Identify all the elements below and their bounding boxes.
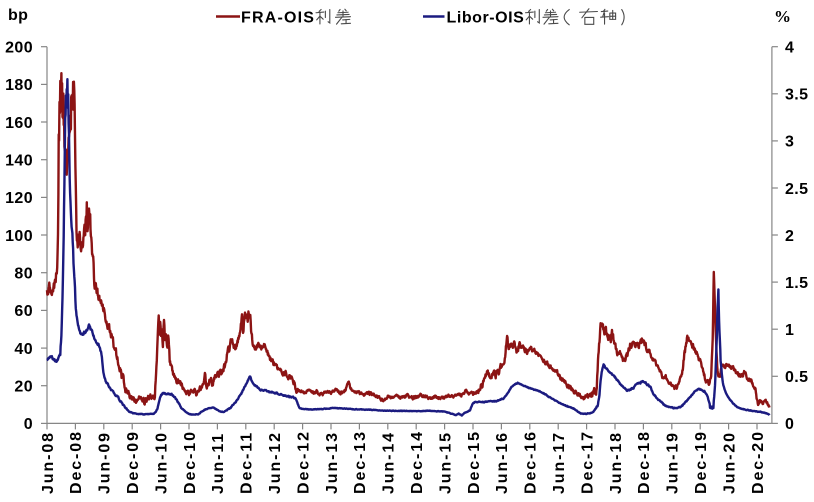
svg-text:Dec-12: Dec-12 [295,430,312,494]
svg-text:%: % [774,7,791,26]
svg-text:40: 40 [14,341,33,358]
svg-text:80: 80 [14,266,33,283]
svg-text:Dec-15: Dec-15 [466,430,483,494]
svg-text:Jun-20: Jun-20 [721,431,738,494]
svg-text:Dec-19: Dec-19 [693,430,710,494]
svg-text:Dec-13: Dec-13 [352,430,369,494]
svg-text:100: 100 [5,228,33,245]
svg-text:Dec-14: Dec-14 [409,430,426,494]
svg-text:200: 200 [5,40,33,57]
svg-text:3: 3 [785,134,794,151]
svg-text:1.5: 1.5 [785,275,808,292]
svg-text:60: 60 [14,303,33,320]
svg-text:Dec-10: Dec-10 [182,430,199,494]
svg-text:Dec-18: Dec-18 [636,430,653,494]
svg-text:0: 0 [24,416,33,433]
svg-text:Jun-15: Jun-15 [437,431,454,494]
svg-text:Jun-16: Jun-16 [494,431,511,494]
svg-text:Jun-17: Jun-17 [551,431,568,494]
svg-text:Jun-11: Jun-11 [210,432,227,494]
svg-text:Libor-OIS: Libor-OIS [447,10,525,27]
svg-text:20: 20 [14,379,33,396]
svg-text:180: 180 [5,77,33,94]
svg-text:2: 2 [785,228,794,245]
svg-text:4: 4 [785,40,794,57]
svg-text:FRA-OIS: FRA-OIS [241,10,315,27]
svg-text:bp: bp [8,7,28,24]
svg-text:Dec-08: Dec-08 [68,430,85,494]
svg-text:Dec-16: Dec-16 [523,430,540,494]
svg-text:3.5: 3.5 [785,87,808,104]
svg-text:0.5: 0.5 [785,369,808,386]
svg-text:2.5: 2.5 [785,181,808,198]
svg-text:Dec-11: Dec-11 [239,431,256,494]
svg-text:Jun-14: Jun-14 [381,431,398,494]
svg-text:Jun-18: Jun-18 [608,431,625,494]
svg-text:0: 0 [785,416,794,433]
svg-text:Dec-09: Dec-09 [125,430,142,494]
svg-text:120: 120 [5,190,33,207]
svg-text:140: 140 [5,153,33,170]
svg-text:Jun-08: Jun-08 [40,431,57,494]
svg-text:Jun-09: Jun-09 [97,431,114,494]
svg-text:160: 160 [5,115,33,132]
svg-text:1: 1 [785,322,794,339]
svg-text:Jun-13: Jun-13 [324,431,341,494]
svg-text:Dec-17: Dec-17 [579,430,596,494]
svg-text:Jun-12: Jun-12 [267,431,284,494]
svg-text:Dec-20: Dec-20 [750,430,767,494]
svg-text:Jun-19: Jun-19 [665,431,682,494]
svg-text:Jun-10: Jun-10 [153,431,170,494]
